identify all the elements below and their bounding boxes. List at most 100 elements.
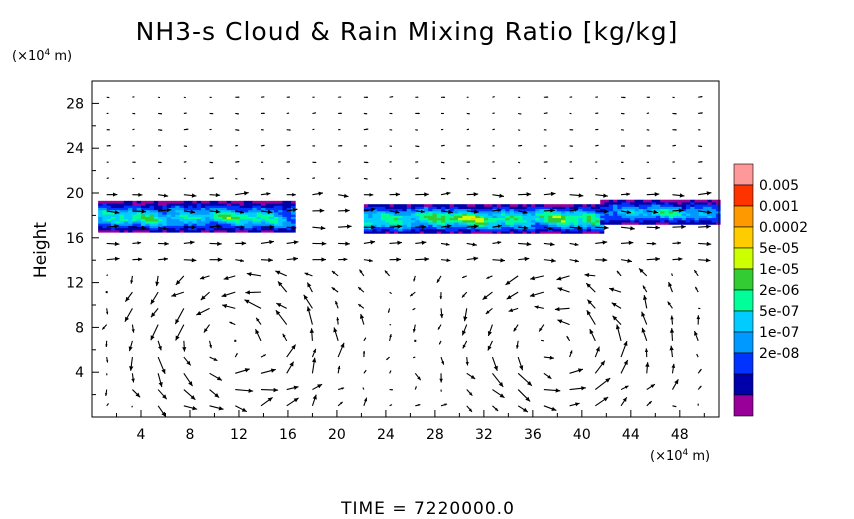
wind-vector: [234, 339, 237, 342]
cloud-cell: [158, 207, 163, 211]
cloud-cell: [483, 210, 489, 214]
cloud-cell: [209, 207, 215, 211]
cloud-cell: [531, 206, 536, 210]
cloud-cell: [655, 208, 661, 212]
cloud-cell: [599, 231, 605, 234]
wind-vector: [171, 291, 185, 297]
cloud-cell: [269, 212, 275, 215]
cloud-cell: [98, 209, 103, 213]
cloud-cell: [192, 227, 198, 231]
cloud-cell: [230, 214, 236, 217]
cloud-cell: [578, 210, 583, 214]
cloud-cell: [406, 219, 412, 223]
cloud-cell: [677, 215, 683, 219]
cloud-cell: [651, 201, 657, 205]
wind-vector: [646, 383, 656, 391]
wind-vector: [595, 161, 598, 163]
cloud-cell: [445, 222, 450, 225]
cloud-cell: [192, 200, 198, 204]
cloud-cell: [535, 213, 540, 216]
colorbar-swatch: [733, 184, 754, 207]
cloud-cell: [600, 204, 605, 207]
cloud-cell: [269, 221, 275, 224]
wind-vector: [311, 348, 317, 358]
cloud-cell: [505, 206, 510, 210]
cloud-cell: [475, 226, 480, 230]
wind-vector: [157, 389, 168, 400]
wind-vector: [620, 226, 635, 231]
cloud-cell: [462, 228, 468, 232]
wind-vector: [517, 372, 533, 387]
cloud-cell: [458, 213, 463, 216]
cloud-cell: [600, 215, 605, 219]
wind-vector: [671, 273, 673, 277]
cloud-cell: [690, 206, 695, 210]
cloud-cell: [175, 205, 180, 208]
wind-vector: [492, 145, 495, 147]
cloud-cell: [230, 227, 236, 231]
cloud-cell: [595, 228, 601, 232]
cloud-cell: [188, 227, 193, 231]
wind-vector: [438, 340, 442, 345]
wind-vector: [312, 257, 326, 262]
cloud-cell: [711, 204, 717, 207]
wind-vector: [620, 192, 631, 197]
cloud-cell: [488, 215, 493, 219]
wind-vector: [363, 337, 367, 342]
cloud-cell: [677, 222, 683, 225]
cloud-cell: [123, 200, 129, 204]
cloud-cell: [643, 217, 648, 221]
cloud-cell: [698, 210, 704, 214]
cloud-cell: [604, 217, 610, 221]
wind-vector: [543, 242, 555, 247]
cloud-cell: [110, 227, 116, 231]
cloud-cell: [423, 215, 429, 219]
wind-vector: [541, 339, 544, 342]
cloud-cell: [166, 229, 172, 233]
cloud-cell: [368, 219, 373, 223]
cloud-cell: [578, 231, 583, 234]
wind-vector: [696, 353, 699, 358]
cloud-cell: [703, 208, 708, 212]
cloud-cell: [415, 213, 420, 216]
cloud-cell: [496, 213, 502, 216]
wind-vector: [246, 272, 262, 277]
cloud-cell: [453, 213, 459, 216]
cloud-cell: [402, 213, 408, 216]
cloud-cell: [170, 200, 176, 204]
cloud-cell: [591, 217, 596, 221]
cloud-cell: [166, 209, 172, 213]
cloud-cell: [488, 208, 493, 212]
cloud-cell: [428, 226, 433, 230]
cloud-cell: [707, 199, 713, 203]
cloud-cell: [119, 225, 125, 229]
cloud-cell: [677, 204, 683, 207]
wind-vector: [312, 225, 326, 231]
cloud-cell: [690, 222, 695, 225]
wind-vector: [566, 335, 571, 342]
wind-vector: [694, 286, 699, 293]
cloud-cell: [200, 218, 206, 222]
cloud-cell: [252, 223, 258, 226]
cloud-cell: [415, 219, 420, 223]
wind-vector: [667, 301, 673, 309]
cloud-cell: [462, 208, 468, 212]
cloud-cell: [136, 212, 142, 215]
wind-vector: [235, 241, 247, 246]
wind-vector: [132, 112, 136, 115]
cloud-cell: [162, 221, 168, 224]
cloud-cell: [372, 224, 378, 227]
cloud-cell: [209, 221, 215, 224]
cloud-cell: [471, 204, 476, 207]
cloud-cell: [269, 203, 275, 206]
cloud-cell: [205, 216, 210, 220]
cloud-cell: [548, 206, 553, 210]
cloud-cell: [466, 217, 472, 221]
cloud-cell: [711, 213, 717, 216]
wind-vector: [389, 389, 393, 391]
colorbar-swatch: [733, 163, 754, 186]
cloud-cell: [248, 221, 253, 224]
cloud-cell: [132, 218, 138, 222]
cloud-cell: [578, 219, 583, 223]
cloud-cell: [286, 221, 292, 224]
